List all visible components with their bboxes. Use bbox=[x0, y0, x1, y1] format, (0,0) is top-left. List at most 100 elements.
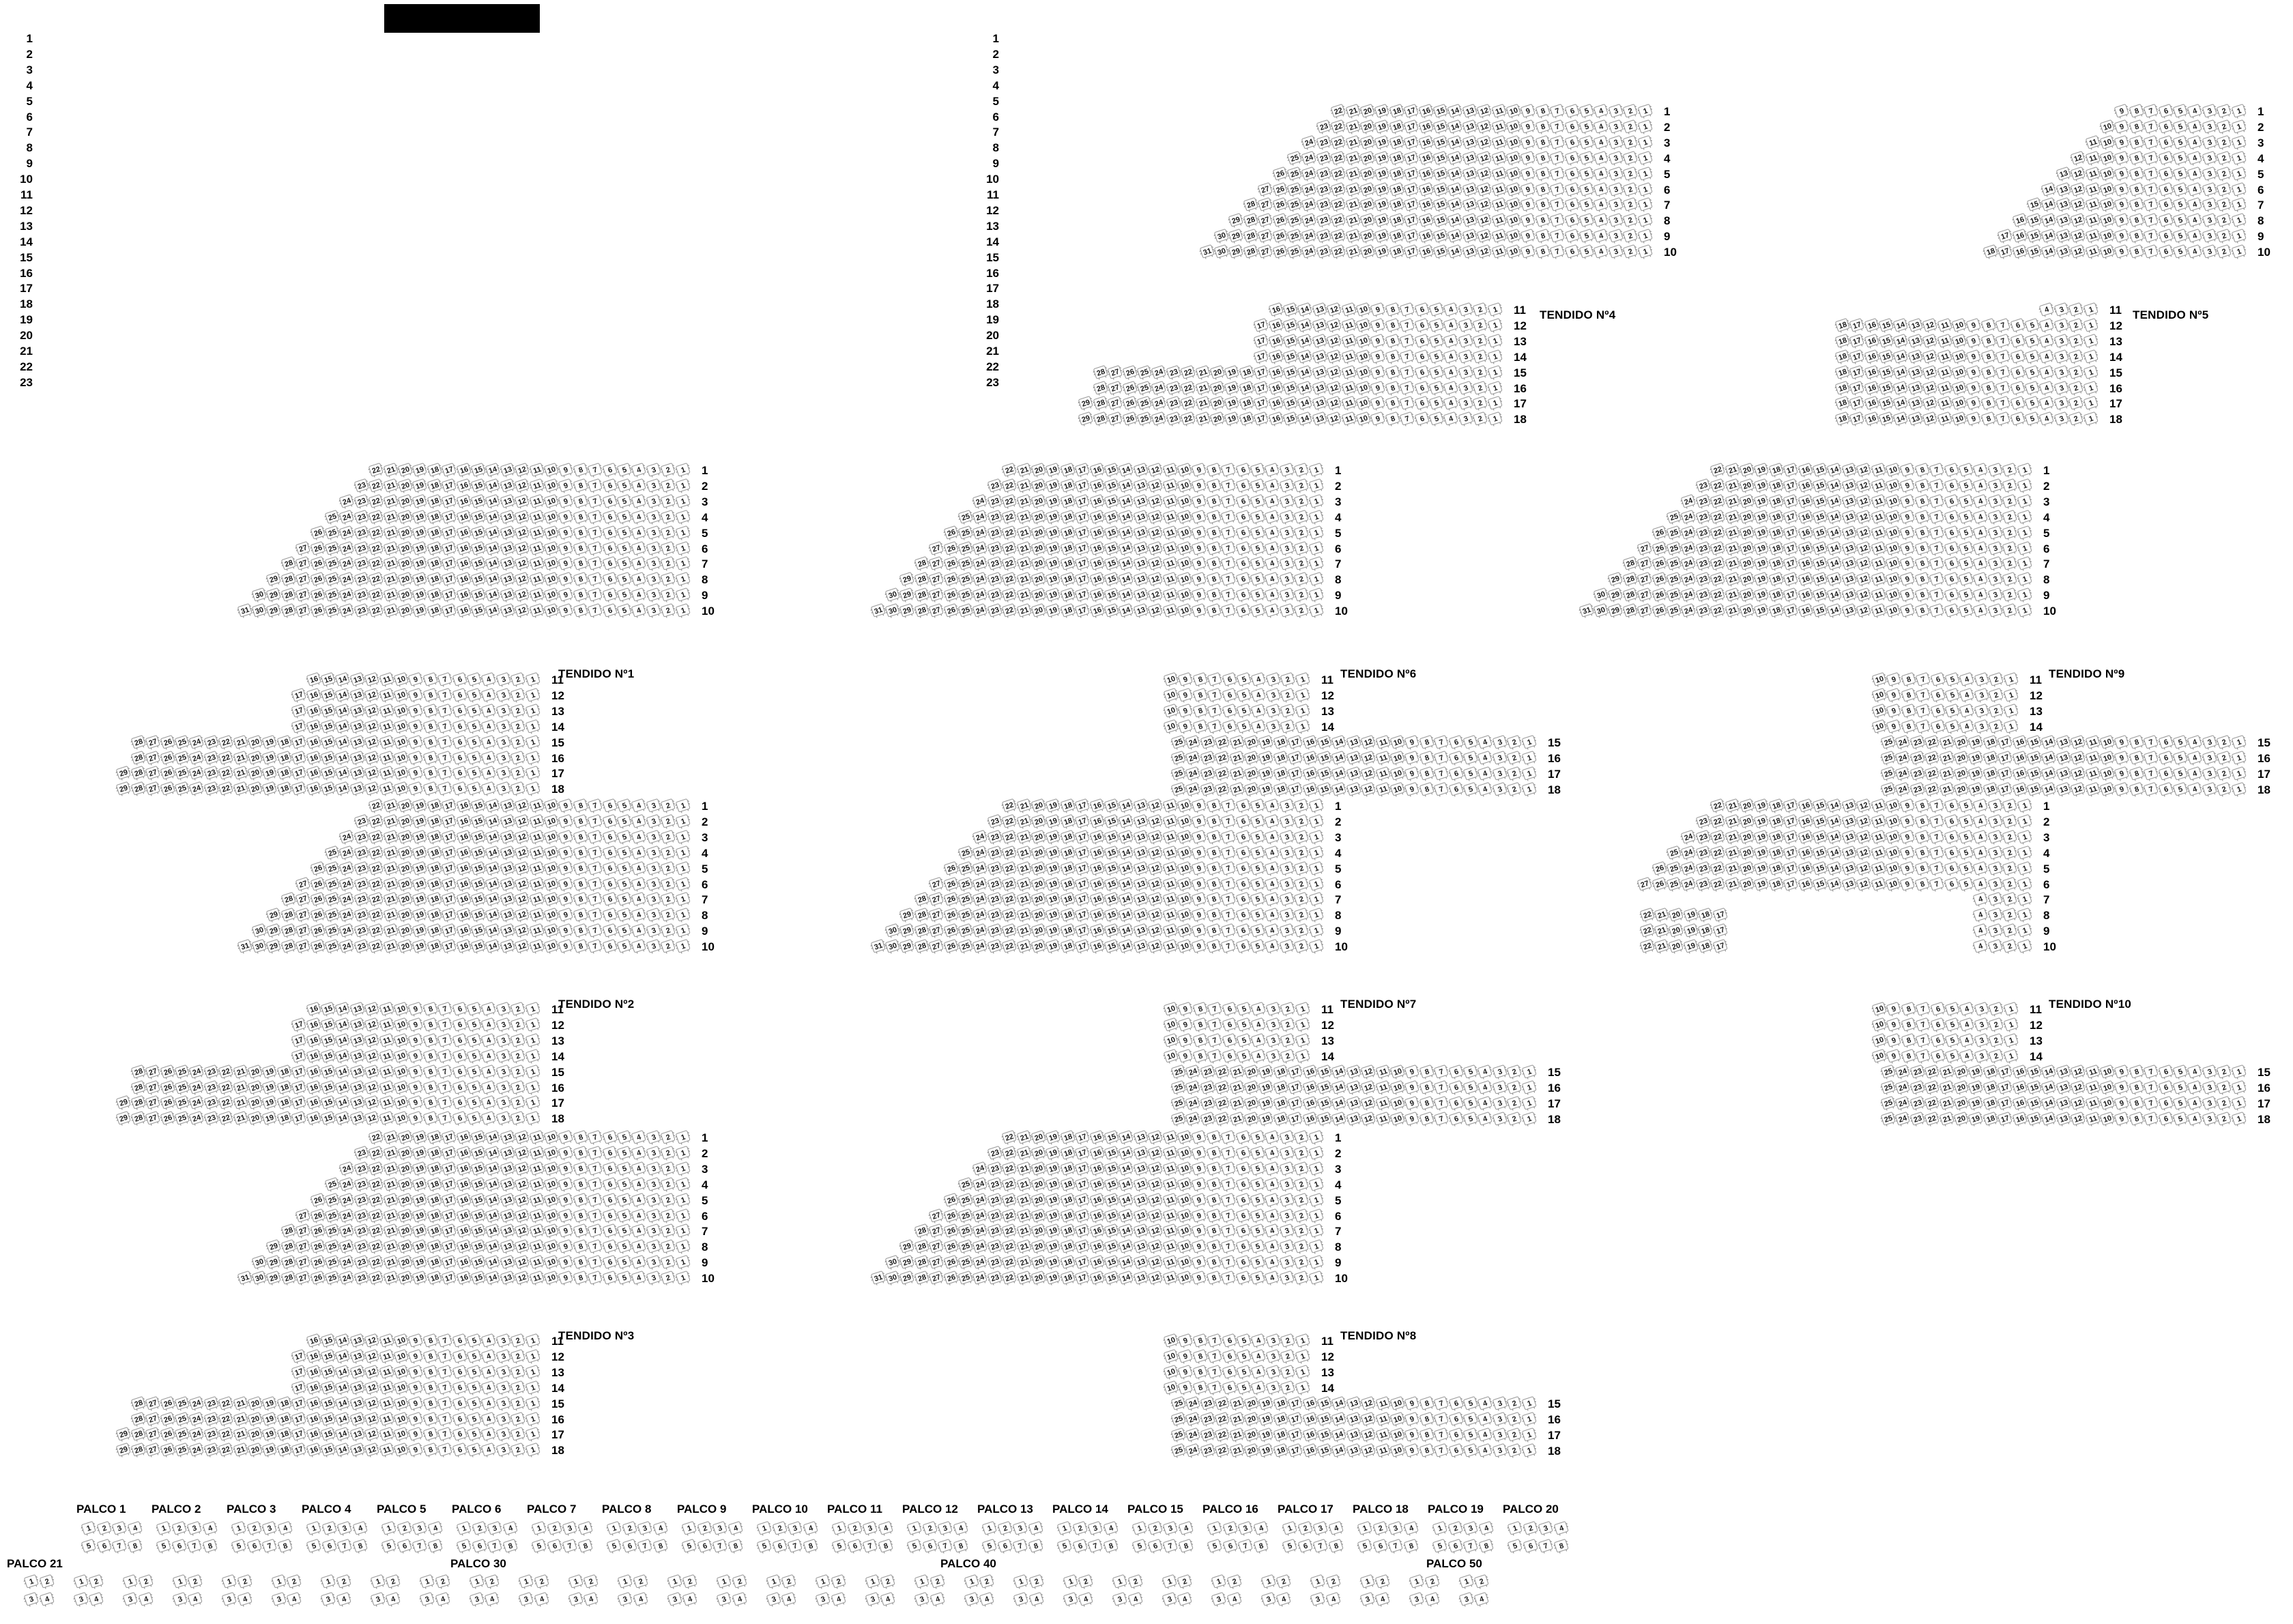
seat-icon[interactable]: 10 bbox=[543, 508, 561, 526]
seat-icon[interactable]: 24 bbox=[338, 540, 356, 557]
seat-icon[interactable]: 7 bbox=[587, 461, 605, 479]
seat-icon[interactable]: 5 bbox=[616, 461, 634, 479]
seat-icon[interactable]: 14 bbox=[485, 477, 502, 495]
seat-icon[interactable]: 20 bbox=[397, 477, 415, 495]
seat-icon[interactable]: 25 bbox=[324, 508, 342, 526]
seat-icon[interactable]: 22 bbox=[368, 493, 386, 510]
seat-icon[interactable]: 3 bbox=[646, 508, 663, 526]
seat-icon[interactable]: 6 bbox=[602, 508, 620, 526]
seat-icon[interactable]: 6 bbox=[602, 461, 620, 479]
seat-icon[interactable]: 26 bbox=[310, 524, 328, 542]
seat-icon[interactable]: 11 bbox=[529, 461, 547, 479]
seat-icon[interactable]: 12 bbox=[514, 540, 532, 557]
seat-icon[interactable]: 22 bbox=[368, 461, 386, 479]
seat-icon[interactable]: 2 bbox=[660, 461, 678, 479]
seat-icon[interactable]: 11 bbox=[529, 540, 547, 557]
seat-icon[interactable]: 12 bbox=[514, 477, 532, 495]
seat-icon[interactable]: 9 bbox=[558, 508, 575, 526]
seat-icon[interactable]: 11 bbox=[529, 493, 547, 510]
seat-icon[interactable]: 10 bbox=[543, 540, 561, 557]
seat-icon[interactable]: 6 bbox=[602, 493, 620, 510]
seat-icon[interactable]: 12 bbox=[514, 461, 532, 479]
seat-icon[interactable]: 14 bbox=[485, 508, 502, 526]
seat-icon[interactable]: 23 bbox=[354, 540, 371, 557]
seat-icon[interactable]: 2 bbox=[660, 477, 678, 495]
seat-icon[interactable]: 11 bbox=[529, 477, 547, 495]
seat-icon[interactable]: 24 bbox=[338, 508, 356, 526]
seat-icon[interactable]: 13 bbox=[500, 508, 517, 526]
seat-icon[interactable]: 11 bbox=[529, 524, 547, 542]
seat-icon[interactable]: 16 bbox=[456, 461, 474, 479]
seat-icon[interactable]: 12 bbox=[514, 524, 532, 542]
seat-icon[interactable]: 19 bbox=[412, 477, 429, 495]
seat-icon[interactable]: 5 bbox=[616, 540, 634, 557]
seat-icon[interactable]: 3 bbox=[646, 540, 663, 557]
seat-icon[interactable]: 4 bbox=[631, 540, 648, 557]
seat-icon[interactable]: 17 bbox=[441, 508, 459, 526]
seat-icon[interactable]: 2 bbox=[660, 493, 678, 510]
seat-icon[interactable]: 16 bbox=[456, 493, 474, 510]
seat-icon[interactable]: 24 bbox=[338, 524, 356, 542]
seat-icon[interactable]: 24 bbox=[338, 493, 356, 510]
seat-icon[interactable]: 4 bbox=[631, 461, 648, 479]
seat-icon[interactable]: 8 bbox=[573, 493, 590, 510]
seat-icon[interactable]: 21 bbox=[383, 477, 401, 495]
seat-icon[interactable]: 18 bbox=[427, 477, 444, 495]
seat-icon[interactable]: 22 bbox=[368, 540, 386, 557]
seat-icon[interactable]: 6 bbox=[602, 540, 620, 557]
seat-icon[interactable]: 15 bbox=[470, 493, 488, 510]
seat-icon[interactable]: 7 bbox=[587, 524, 605, 542]
seat-icon[interactable]: 25 bbox=[324, 540, 342, 557]
seat-icon[interactable]: 21 bbox=[383, 493, 401, 510]
seat-icon[interactable]: 7 bbox=[587, 508, 605, 526]
seat-icon[interactable]: 9 bbox=[558, 493, 575, 510]
seat-icon[interactable]: 14 bbox=[485, 493, 502, 510]
seat-icon[interactable]: 19 bbox=[412, 493, 429, 510]
seat-icon[interactable]: 15 bbox=[470, 540, 488, 557]
seat-icon[interactable]: 7 bbox=[587, 540, 605, 557]
seat-icon[interactable]: 1 bbox=[675, 508, 693, 526]
seat-icon[interactable]: 22 bbox=[368, 508, 386, 526]
seat-icon[interactable]: 20 bbox=[397, 508, 415, 526]
seat-icon[interactable]: 16 bbox=[456, 508, 474, 526]
seat-icon[interactable]: 5 bbox=[616, 524, 634, 542]
seat-icon[interactable]: 9 bbox=[558, 477, 575, 495]
seat-icon[interactable]: 20 bbox=[397, 461, 415, 479]
seat-icon[interactable]: 18 bbox=[427, 461, 444, 479]
seat-icon[interactable]: 10 bbox=[543, 477, 561, 495]
seat-icon[interactable]: 10 bbox=[543, 493, 561, 510]
seat-icon[interactable]: 2 bbox=[1473, 1573, 1491, 1591]
seat-icon[interactable]: 8 bbox=[573, 461, 590, 479]
seat-icon[interactable]: 25 bbox=[324, 524, 342, 542]
seat-icon[interactable]: 1 bbox=[675, 540, 693, 557]
seat-icon[interactable]: 5 bbox=[616, 477, 634, 495]
seat-icon[interactable]: 19 bbox=[412, 524, 429, 542]
seat-icon[interactable]: 3 bbox=[646, 493, 663, 510]
seat-icon[interactable]: 6 bbox=[602, 524, 620, 542]
seat-icon[interactable]: 26 bbox=[310, 540, 328, 557]
seat-icon[interactable]: 18 bbox=[427, 493, 444, 510]
seat-icon[interactable]: 15 bbox=[470, 508, 488, 526]
seat-icon[interactable]: 8 bbox=[573, 477, 590, 495]
seat-icon[interactable]: 9 bbox=[558, 524, 575, 542]
seat-icon[interactable]: 4 bbox=[631, 524, 648, 542]
seat-icon[interactable]: 15 bbox=[470, 477, 488, 495]
seat-icon[interactable]: 8 bbox=[573, 508, 590, 526]
seat-icon[interactable]: 11 bbox=[529, 508, 547, 526]
seat-icon[interactable]: 22 bbox=[368, 477, 386, 495]
seat-icon[interactable]: 17 bbox=[441, 477, 459, 495]
seat-icon[interactable]: 4 bbox=[631, 508, 648, 526]
seat-icon[interactable]: 10 bbox=[543, 524, 561, 542]
seat-icon[interactable]: 5 bbox=[616, 508, 634, 526]
seat-icon[interactable]: 7 bbox=[587, 477, 605, 495]
seat-icon[interactable]: 2 bbox=[660, 540, 678, 557]
seat-icon[interactable]: 13 bbox=[500, 477, 517, 495]
seat-icon[interactable]: 1 bbox=[675, 477, 693, 495]
seat-icon[interactable]: 17 bbox=[441, 540, 459, 557]
seat-icon[interactable]: 18 bbox=[427, 524, 444, 542]
seat-icon[interactable]: 12 bbox=[514, 508, 532, 526]
seat-icon[interactable]: 7 bbox=[587, 493, 605, 510]
seat-icon[interactable]: 16 bbox=[456, 540, 474, 557]
seat-icon[interactable]: 5 bbox=[616, 493, 634, 510]
